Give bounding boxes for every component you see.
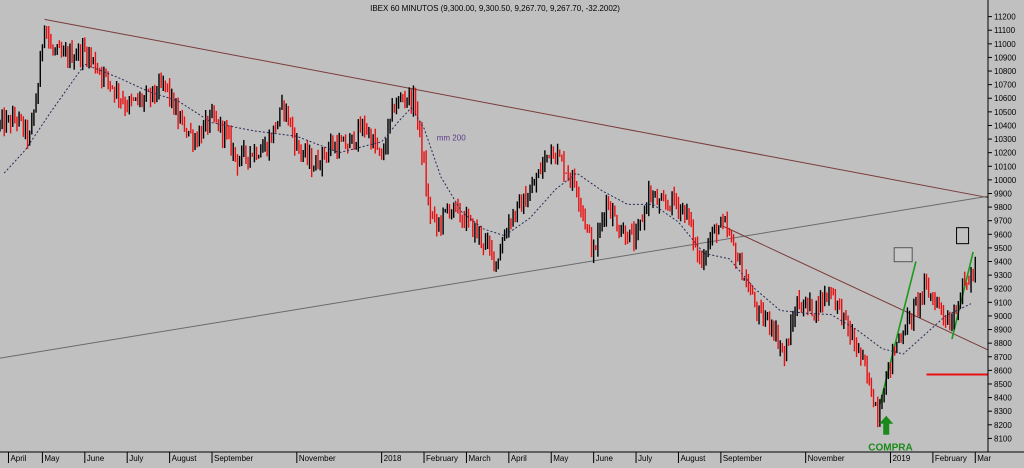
- y-tick-label: 8400: [994, 394, 1012, 403]
- x-tick-label: July: [638, 454, 652, 463]
- y-tick-label: 9300: [994, 271, 1012, 280]
- x-tick-label: April: [10, 454, 26, 463]
- y-tick-label: 9700: [994, 217, 1012, 226]
- y-tick-label: 10600: [994, 94, 1017, 103]
- y-tick-label: 8200: [994, 421, 1012, 430]
- x-tick-label: Mar: [977, 454, 991, 463]
- x-tick-label: March: [468, 454, 490, 463]
- y-tick-label: 11200: [994, 13, 1016, 22]
- y-tick-label: 9400: [994, 258, 1012, 267]
- x-tick-label: June: [87, 454, 105, 463]
- y-tick-label: 8100: [994, 434, 1012, 443]
- x-tick-label: February: [426, 454, 458, 463]
- y-tick-label: 8300: [994, 407, 1012, 416]
- x-tick-label: 2019: [892, 454, 910, 463]
- x-tick-label: July: [129, 454, 143, 463]
- x-tick-label: May: [553, 454, 568, 463]
- x-tick-label: February: [935, 454, 967, 463]
- y-tick-label: 8700: [994, 353, 1012, 362]
- y-tick-label: 9800: [994, 203, 1012, 212]
- buy-arrow-icon: [879, 415, 894, 435]
- x-tick-label: June: [596, 454, 614, 463]
- y-tick-label: 8900: [994, 326, 1012, 335]
- price-bars: [0, 25, 976, 428]
- y-tick-label: 11100: [994, 26, 1016, 35]
- y-tick-label: 10400: [994, 121, 1017, 130]
- moving-average: [3, 63, 972, 355]
- y-tick-label: 10100: [994, 162, 1017, 171]
- x-tick-label: April: [511, 454, 527, 463]
- annotations: mm 200 COMPRA: [437, 133, 970, 454]
- x-tick-label: November: [808, 454, 845, 463]
- chart-title: IBEX 60 MINUTOS (9,300.00, 9,300.50, 9,2…: [370, 4, 620, 13]
- y-tick-label: 9200: [994, 285, 1012, 294]
- x-tick-label: September: [723, 454, 762, 463]
- x-tick-label: November: [299, 454, 336, 463]
- x-tick-label: August: [172, 454, 198, 463]
- line-trendline-down: [722, 225, 989, 351]
- ma-label: mm 200: [437, 133, 466, 142]
- y-tick-label: 11000: [994, 40, 1016, 49]
- y-tick-label: 8500: [994, 380, 1012, 389]
- y-tick-label: 9500: [994, 244, 1012, 253]
- line-trendline-upper: [44, 18, 989, 199]
- y-tick-label: 8600: [994, 366, 1012, 375]
- y-tick-label: 9900: [994, 189, 1012, 198]
- y-tick-label: 10300: [994, 135, 1017, 144]
- y-tick-label: 8800: [994, 339, 1012, 348]
- buy-label: COMPRA: [868, 443, 912, 454]
- y-tick-label: 10000: [994, 176, 1017, 185]
- x-tick-label: September: [214, 454, 253, 463]
- y-tick-label: 9100: [994, 298, 1012, 307]
- y-tick-label: 9000: [994, 312, 1012, 321]
- x-tick-label: May: [44, 454, 59, 463]
- y-tick-label: 10500: [994, 108, 1017, 117]
- x-tick-label: August: [680, 454, 706, 463]
- y-tick-label: 10900: [994, 53, 1017, 62]
- moving-average-line: [3, 63, 972, 355]
- x-tick-label: 2018: [384, 454, 402, 463]
- y-tick-label: 10200: [994, 149, 1017, 158]
- y-tick-label: 9600: [994, 230, 1012, 239]
- marker-box: [956, 227, 970, 245]
- line-trendline-support: [0, 195, 989, 359]
- y-tick-label: 10800: [994, 67, 1017, 76]
- marker-box: [893, 247, 913, 263]
- y-tick-label: 10700: [994, 81, 1017, 90]
